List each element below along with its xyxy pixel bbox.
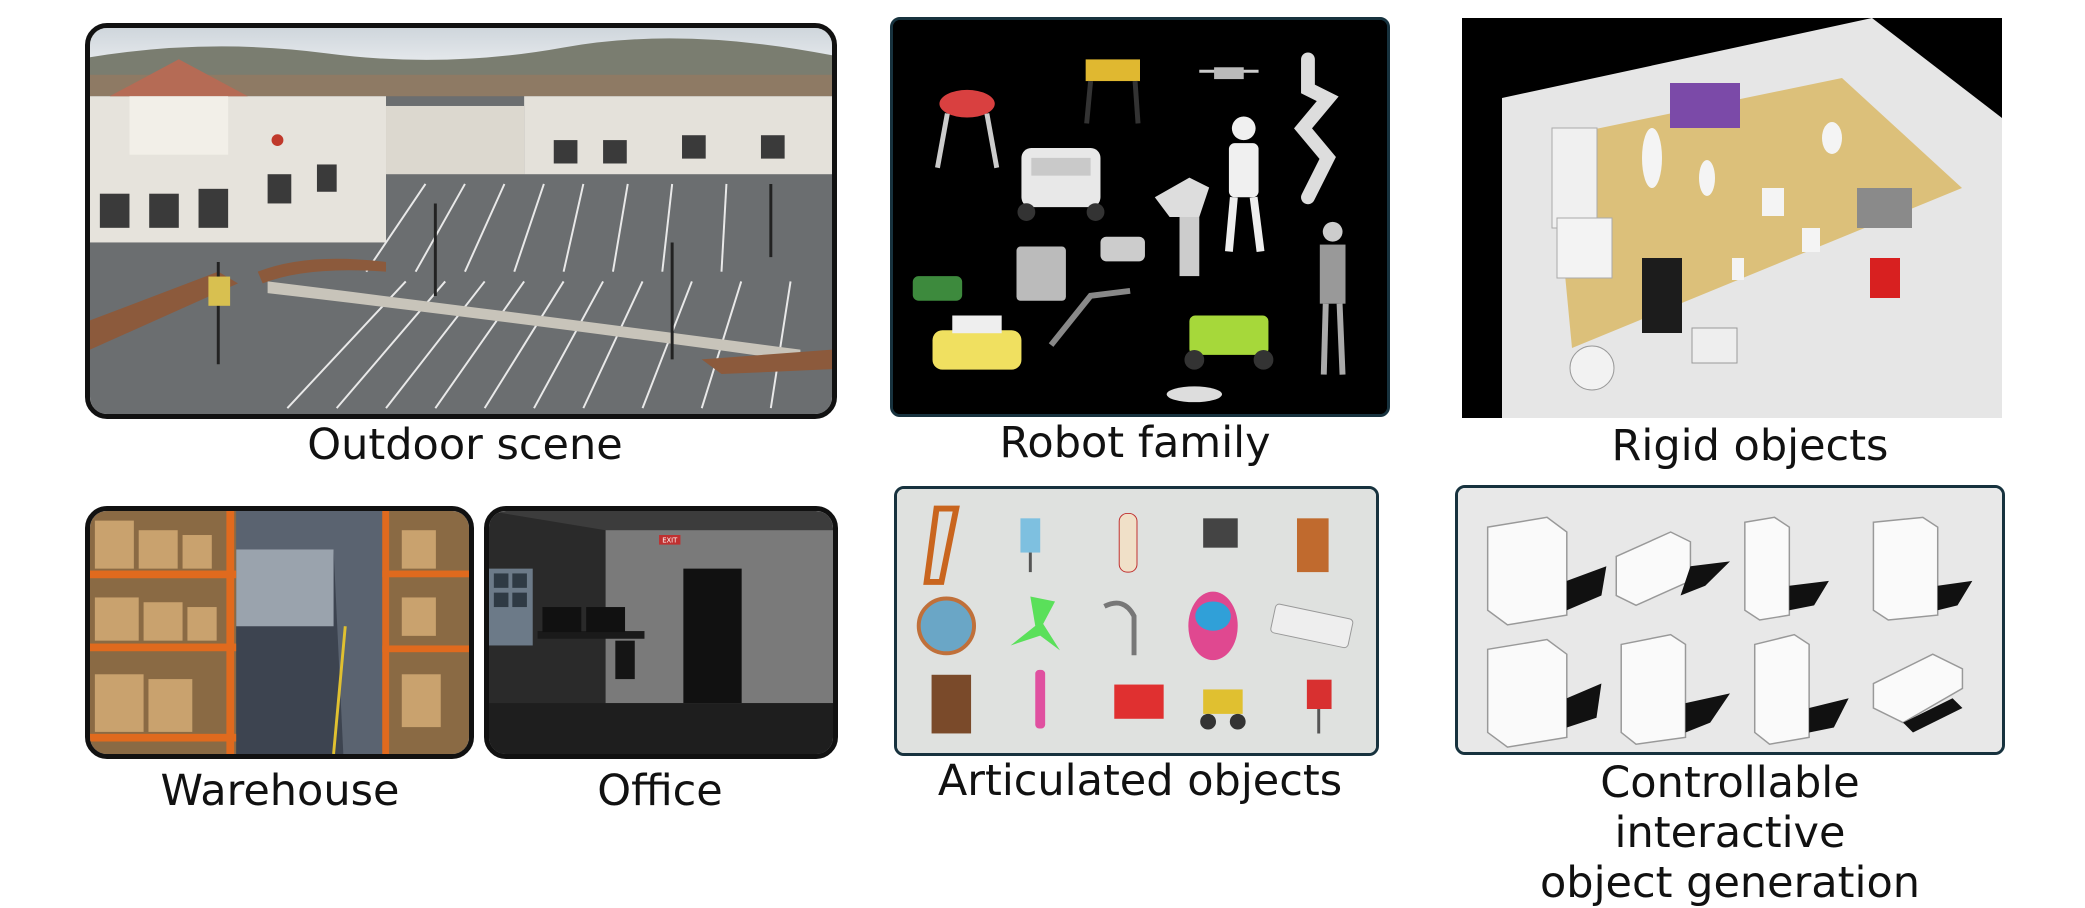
outdoor-scene-caption: Outdoor scene xyxy=(307,420,623,470)
office-caption: Office xyxy=(597,766,723,816)
controllable-generation-caption-line1: Controllable interactive xyxy=(1600,758,1860,858)
rigid-objects-caption: Rigid objects xyxy=(1611,421,1889,471)
robot-family-image xyxy=(890,17,1390,417)
robot-family-caption: Robot family xyxy=(999,418,1271,468)
controllable-generation-caption-line2: object generation xyxy=(1539,858,1921,908)
outdoor-scene-image xyxy=(85,23,837,419)
articulated-objects-image xyxy=(894,486,1379,756)
exit-sign-text: EXIT xyxy=(662,537,678,545)
warehouse-image xyxy=(85,506,474,759)
office-image: EXIT xyxy=(484,506,838,759)
controllable-generation-caption: Controllable interactive object generati… xyxy=(1500,758,1960,908)
controllable-generation-image xyxy=(1455,485,2005,755)
warehouse-caption: Warehouse xyxy=(160,766,400,816)
quadruped-robot-icon xyxy=(935,89,1000,169)
rigid-objects-image xyxy=(1462,18,2002,418)
articulated-objects-caption: Articulated objects xyxy=(937,756,1343,806)
